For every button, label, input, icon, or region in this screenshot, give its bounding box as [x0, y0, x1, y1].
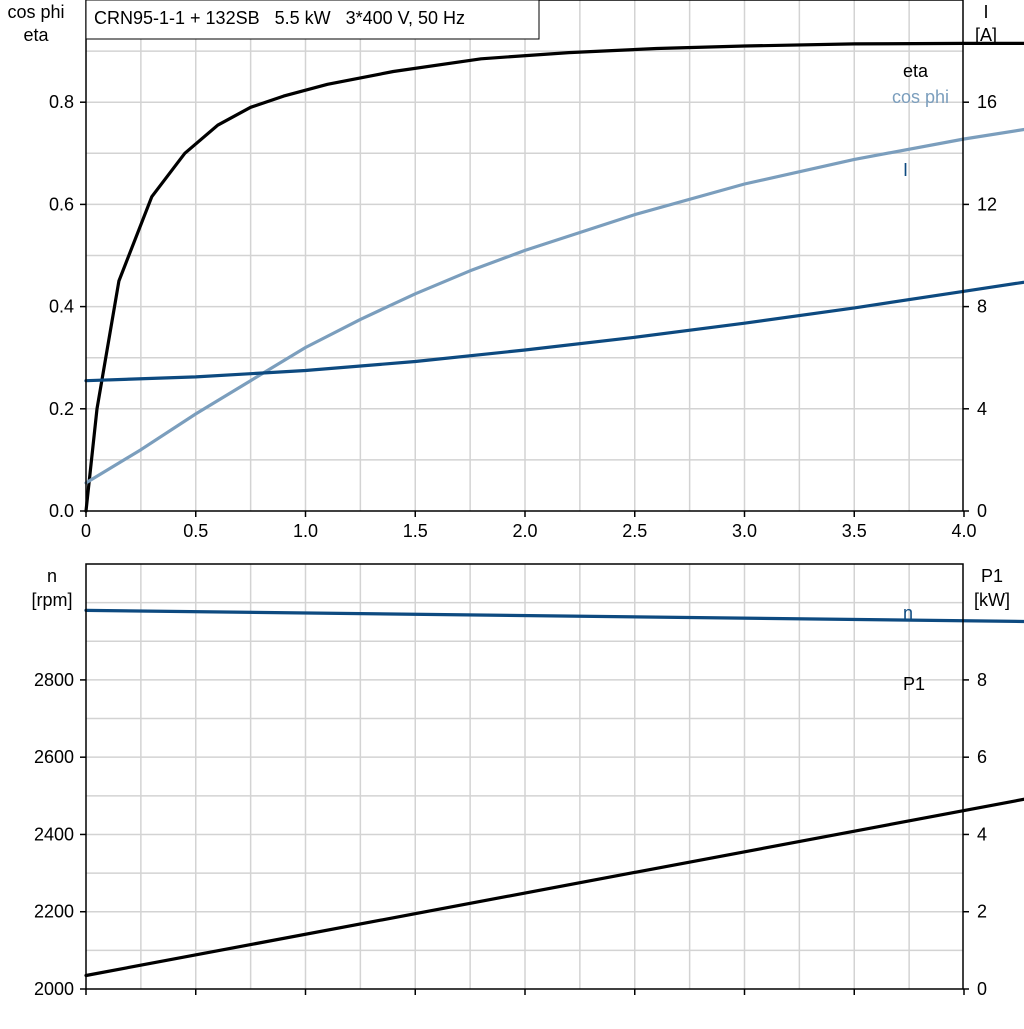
series-line-n	[84, 608, 1024, 624]
series-line-eta	[84, 41, 1024, 513]
bottom-series	[84, 608, 1024, 978]
top-ticks: 0.0 0.2 0.4 0.6 0.8 0 4 8 12 16 0 0.5 1.0 1.5 2.0 2.5 3.…	[49, 92, 997, 541]
left-axis-label-n: n	[47, 566, 57, 586]
left-axis-tick-label: 2200	[34, 902, 74, 922]
series-line-p1	[84, 797, 1024, 978]
left-axis-label-cosphi: cos phi	[7, 2, 64, 22]
series-label-n: n	[903, 603, 913, 623]
chart-title: CRN95-1-1 + 132SB 5.5 kW 3*400 V, 50 Hz	[94, 8, 465, 28]
right-axis-label-p1: P1	[981, 566, 1003, 586]
x-axis-tick-label: 0.5	[183, 521, 208, 541]
left-axis-tick-label: 2000	[34, 979, 74, 999]
right-axis-label-a: [A]	[975, 25, 997, 45]
series-label-p1: P1	[903, 674, 925, 694]
right-axis-tick-label: 0	[977, 501, 987, 521]
bottom-grid	[86, 564, 963, 989]
top-series	[84, 41, 1024, 513]
x-axis-tick-label: 0	[81, 521, 91, 541]
title-box	[85, 0, 540, 40]
series-label-eta: eta	[903, 61, 929, 81]
right-axis-tick-label: 8	[977, 297, 987, 317]
left-axis-tick-label: 2800	[34, 670, 74, 690]
left-axis-tick-label: 0.6	[49, 194, 74, 214]
left-axis-tick-label: 0.4	[49, 297, 74, 317]
series-line-cos-phi	[84, 127, 1024, 485]
x-axis-tick-label: 3.5	[842, 521, 867, 541]
left-axis-tick-label: 2400	[34, 824, 74, 844]
x-axis-tick-label: 1.0	[293, 521, 318, 541]
right-axis-tick-label: 12	[977, 194, 997, 214]
right-axis-label-i: I	[983, 2, 988, 22]
right-axis-label-kw: [kW]	[974, 590, 1010, 610]
series-line-i	[84, 280, 1024, 383]
right-axis-tick-label: 8	[977, 670, 987, 690]
x-axis-tick-label: 2.5	[622, 521, 647, 541]
x-axis-tick-label: 1.5	[403, 521, 428, 541]
left-axis-tick-label: 0.0	[49, 501, 74, 521]
series-label-i: I	[903, 160, 908, 180]
x-axis-tick-label: 2.0	[512, 521, 537, 541]
left-axis-label-rpm: [rpm]	[31, 590, 72, 610]
left-axis-label-eta: eta	[23, 25, 49, 45]
left-axis-tick-label: 0.8	[49, 92, 74, 112]
series-label-cos-phi: cos phi	[892, 87, 949, 107]
x-axis-tick-label: 3.0	[732, 521, 757, 541]
right-axis-tick-label: 0	[977, 979, 987, 999]
left-axis-tick-label: 0.2	[49, 399, 74, 419]
right-axis-tick-label: 16	[977, 92, 997, 112]
right-axis-tick-label: 6	[977, 747, 987, 767]
right-axis-tick-label: 4	[977, 824, 987, 844]
top-grid	[86, 0, 963, 511]
left-axis-tick-label: 2600	[34, 747, 74, 767]
x-axis-tick-label: 4.0	[951, 521, 976, 541]
right-axis-tick-label: 4	[977, 399, 987, 419]
bottom-ticks: 2000 2200 2400 2600 2800 0 2 4 6 8	[34, 670, 987, 999]
right-axis-tick-label: 2	[977, 902, 987, 922]
